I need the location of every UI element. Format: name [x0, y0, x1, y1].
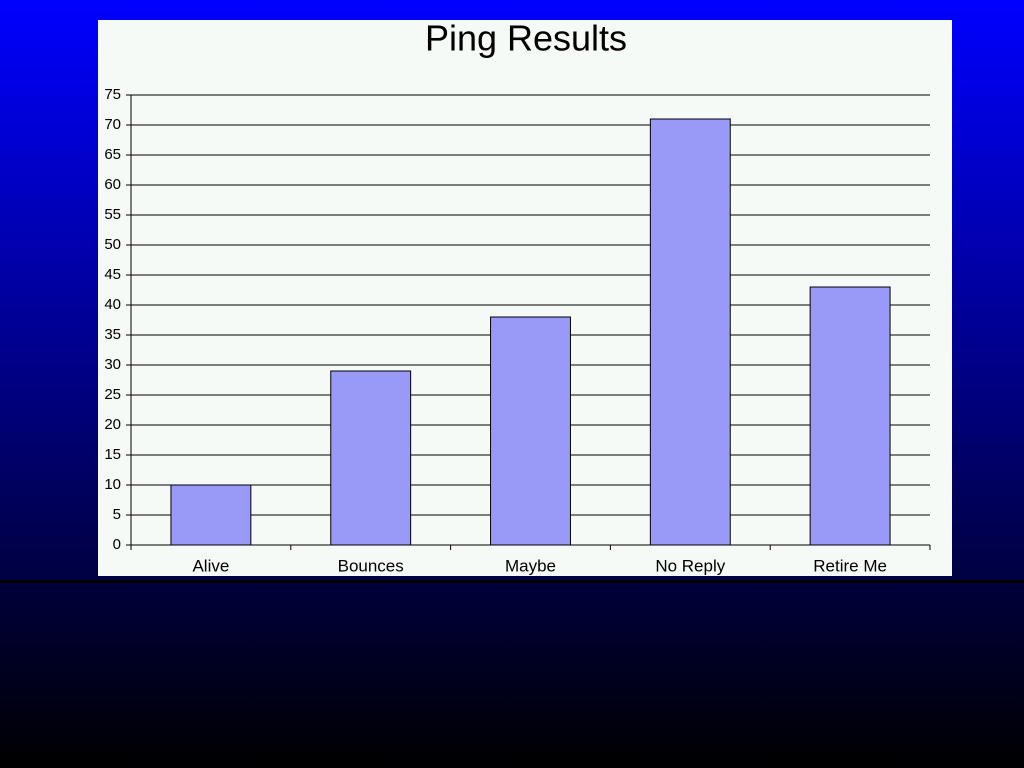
y-tick-label: 35 [104, 326, 121, 343]
bar [809, 286, 891, 546]
divider [0, 580, 1024, 583]
x-tick-label: Alive [192, 556, 229, 575]
bar [330, 370, 412, 546]
y-tick-label: 75 [104, 86, 121, 103]
y-tick-label: 30 [104, 356, 121, 373]
bar [649, 118, 731, 546]
x-tick-label: Bounces [338, 556, 404, 575]
y-tick-label: 55 [104, 206, 121, 223]
y-tick-label: 25 [104, 386, 121, 403]
bar [490, 316, 571, 546]
bar [170, 484, 252, 546]
x-tick-label: Retire Me [813, 556, 887, 575]
y-tick-label: 60 [104, 176, 121, 193]
y-tick-label: 50 [104, 236, 121, 253]
y-tick-label: 10 [104, 476, 121, 493]
x-tick-label: No Reply [655, 556, 725, 575]
y-tick-label: 0 [113, 536, 121, 553]
y-tick-label: 5 [113, 506, 121, 523]
y-tick-label: 45 [104, 266, 121, 283]
y-tick-label: 65 [104, 146, 121, 163]
y-tick-label: 20 [104, 416, 121, 433]
y-tick-label: 15 [104, 446, 121, 463]
x-tick-label: Maybe [505, 556, 556, 575]
chart-title: Ping Results [425, 18, 627, 59]
background-bottom [0, 582, 1024, 768]
plot: 0 5 10 15 20 25 30 35 40 45 50 55 60 65 70 75 Alive Bounc… [104, 86, 931, 575]
y-tick-label: 40 [104, 296, 121, 313]
y-tick-label: 70 [104, 116, 121, 133]
